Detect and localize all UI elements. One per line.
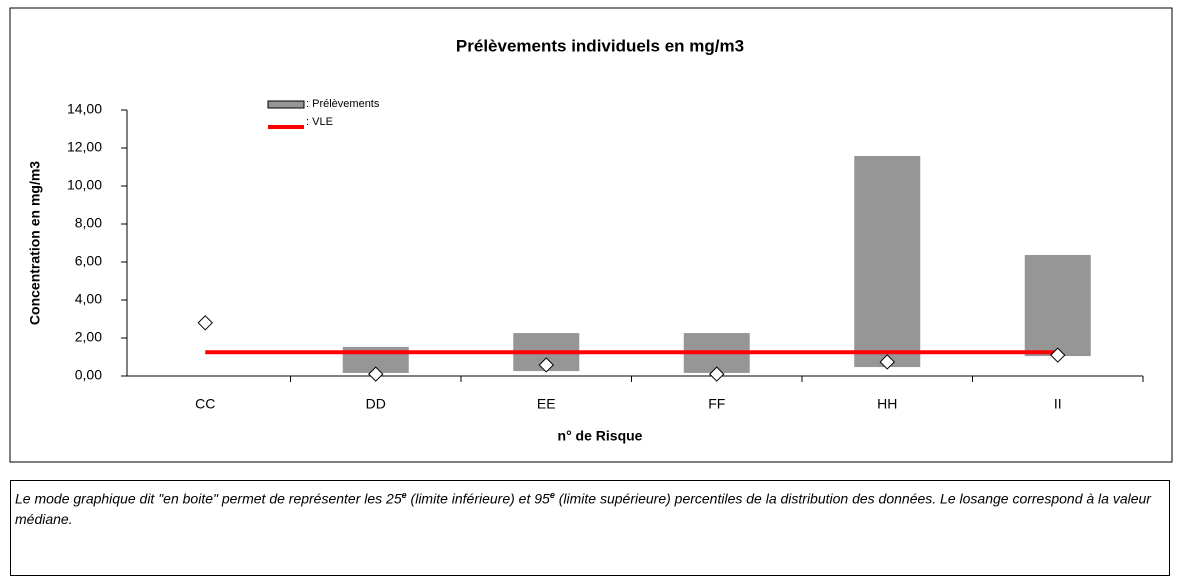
median-marker [1050, 347, 1066, 363]
legend-label: : VLE [306, 116, 333, 128]
x-tick-label: CC [195, 396, 215, 412]
note-text: Le mode graphique dit "en boite" permet … [15, 490, 402, 507]
y-tick-label: 14,00 [67, 101, 102, 117]
x-tick-label: FF [708, 396, 725, 412]
x-tick-label: II [1054, 396, 1062, 412]
median-marker [197, 315, 213, 331]
x-tick-label: HH [877, 396, 897, 412]
note-text: (limite supérieure) percentiles de la di… [15, 490, 1151, 527]
x-axis-label: n° de Risque [558, 428, 643, 444]
median-marker [538, 357, 554, 373]
y-axis-label: Concentration en mg/m3 [27, 161, 43, 325]
chart-frame [9, 7, 1173, 463]
note: Le mode graphique dit "en boite" permet … [10, 480, 1170, 576]
legend-label: : Prélèvements [306, 98, 380, 110]
y-tick-label: 6,00 [75, 253, 102, 269]
x-tick-label: EE [537, 396, 556, 412]
box [1024, 254, 1091, 357]
y-tick-label: 12,00 [67, 139, 102, 155]
chart-title: Prélèvements individuels en mg/m3 [456, 36, 744, 55]
median-marker [879, 354, 895, 370]
note-sup: e [401, 490, 407, 500]
y-tick-label: 10,00 [67, 177, 102, 193]
legend-swatch [267, 100, 305, 109]
note-text: (limite inférieure) et 95 [406, 490, 550, 507]
y-tick-label: 0,00 [75, 367, 102, 383]
y-tick-label: 8,00 [75, 215, 102, 231]
y-tick-label: 4,00 [75, 291, 102, 307]
box [854, 155, 921, 368]
chart: Prélèvements individuels en mg/m3 n° de … [9, 7, 1173, 463]
y-tick-label: 2,00 [75, 329, 102, 345]
note-sup: e [549, 490, 555, 500]
median-marker [368, 366, 384, 382]
x-tick-label: DD [366, 396, 386, 412]
median-marker [709, 366, 725, 382]
